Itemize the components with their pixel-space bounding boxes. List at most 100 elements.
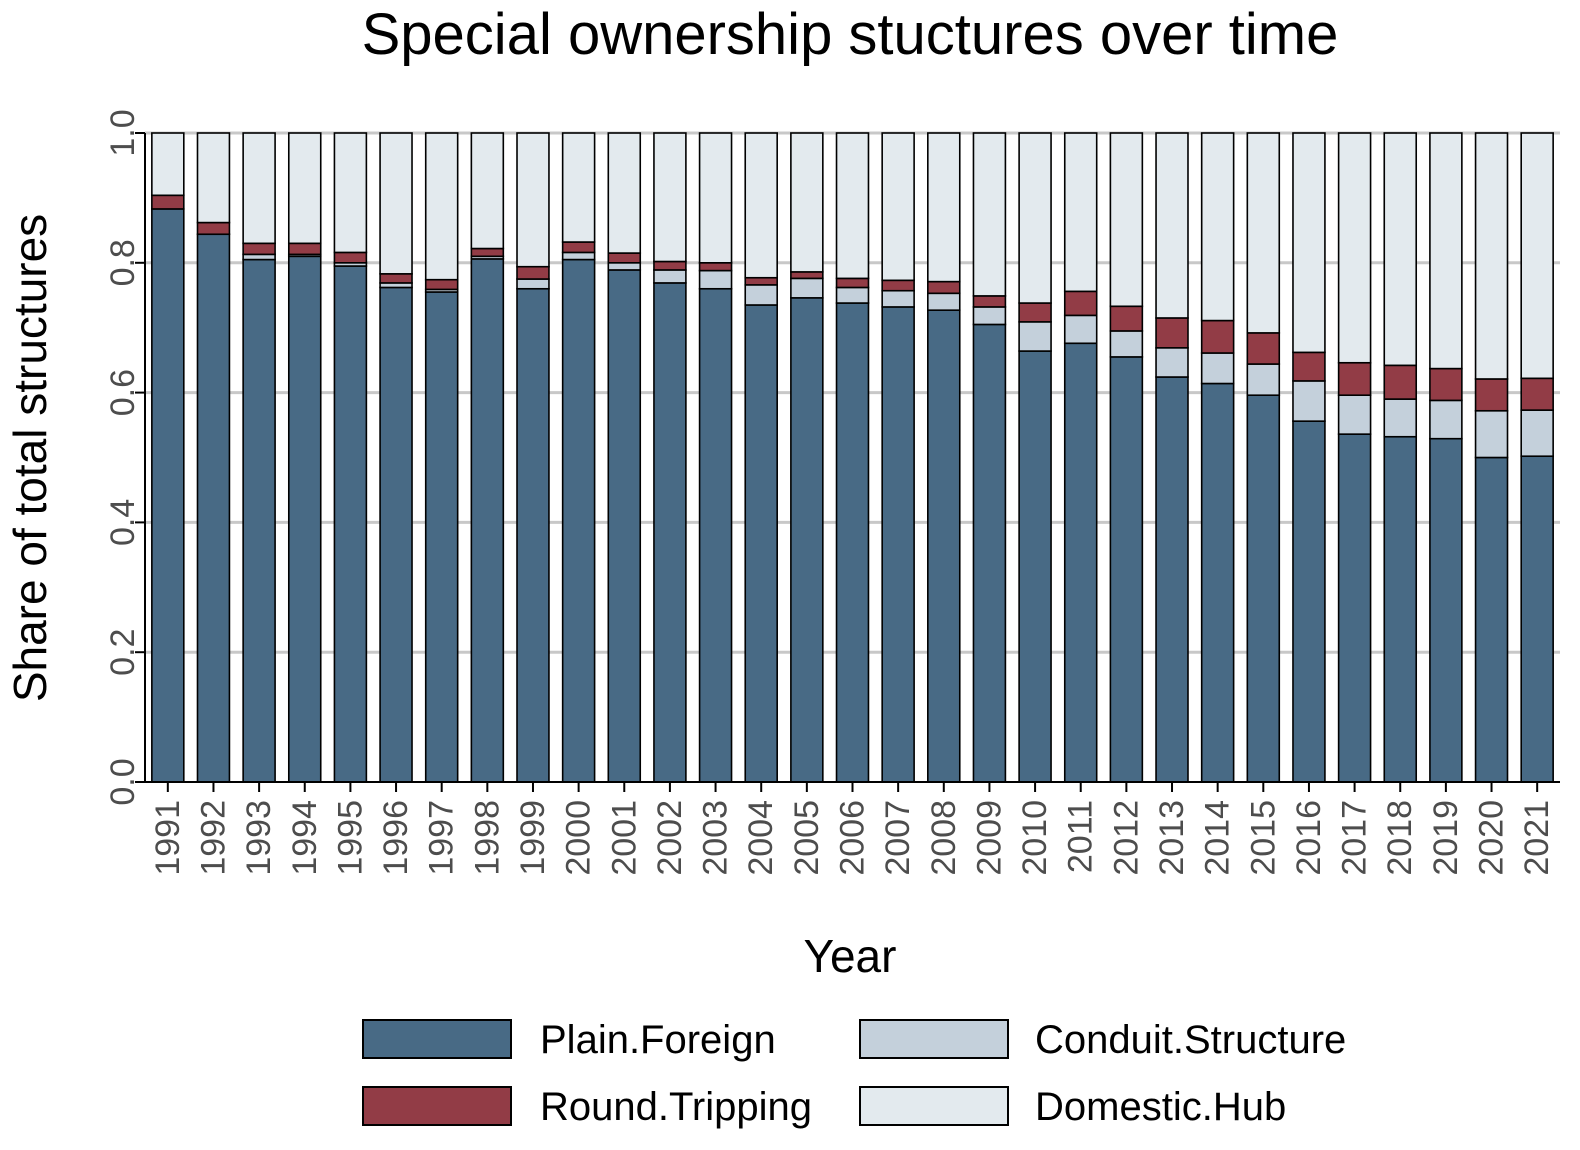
bar-segment-conduit-structure (1337, 394, 1372, 435)
y-tick-label: 1.0 (104, 109, 142, 156)
bar-segment-conduit-structure (1155, 347, 1189, 378)
bar-segment-conduit-structure (927, 292, 961, 311)
bar-segment-domestic-hub (1474, 132, 1509, 380)
x-tick-label: 2018 (1381, 800, 1419, 876)
bar-segment-round-tripping (470, 247, 505, 258)
bar-segment-domestic-hub (744, 132, 778, 279)
x-tick-label: 2021 (1518, 800, 1556, 876)
y-tick-labels: 0.0 0.2 0.4 0.6 0.8 1.0 (104, 109, 142, 805)
bar-segment-round-tripping (1155, 317, 1189, 349)
legend-item: Conduit.Structure (859, 1018, 1346, 1062)
bar-segment-round-tripping (698, 261, 733, 272)
x-tick-label: 2010 (1016, 800, 1054, 876)
bar-segment-plain-foreign (1246, 394, 1281, 783)
bar-segment-conduit-structure (607, 261, 642, 271)
legend-item: Plain.Foreign (362, 1018, 776, 1062)
bar-segment-plain-foreign (790, 297, 824, 783)
bar-segment-plain-foreign (287, 255, 322, 783)
bar-segment-round-tripping (1200, 319, 1235, 354)
bar-segment-round-tripping (1109, 305, 1144, 332)
bar-segment-domestic-hub (1520, 132, 1554, 380)
legend-label: Round.Tripping (540, 1085, 812, 1129)
bar-segment-domestic-hub (1246, 132, 1281, 334)
x-tick-label: 1999 (514, 800, 552, 876)
bar-segment-conduit-structure (1520, 409, 1554, 458)
x-tick-label: 1994 (286, 800, 324, 876)
bar-segment-round-tripping (744, 276, 778, 286)
bar-segment-plain-foreign (1109, 356, 1144, 783)
bar-segment-round-tripping (242, 242, 276, 256)
bar-segment-domestic-hub (379, 132, 413, 275)
legend: Plain.Foreign Conduit.Structure Round.Trip… (362, 1018, 1346, 1129)
bar-segment-domestic-hub (972, 132, 1007, 297)
x-tick-label: 2006 (834, 800, 872, 876)
bar-segment-plain-foreign (1018, 350, 1052, 783)
x-tick-label: 2011 (1062, 800, 1100, 873)
bar-segment-round-tripping (927, 280, 961, 295)
bar-segment-round-tripping (1429, 367, 1463, 402)
bar-segment-domestic-hub (424, 132, 459, 281)
bar-segment-plain-foreign (196, 233, 231, 783)
bar-segment-plain-foreign (1474, 456, 1509, 783)
bar-segment-round-tripping (287, 242, 322, 256)
bar-segment-plain-foreign (972, 323, 1007, 783)
bar-segment-domestic-hub (790, 132, 824, 273)
bar-segment-domestic-hub (1109, 132, 1144, 308)
bar-segment-plain-foreign (607, 269, 642, 783)
bar-segment-plain-foreign (1292, 420, 1326, 783)
bar-segment-round-tripping (881, 279, 915, 292)
x-tick-label: 2005 (788, 800, 826, 876)
bar-segment-domestic-hub (516, 132, 550, 268)
x-tick-labels: 1991 1992 1993 1994 1995 1996 1997 1998 1999 2000… (149, 800, 1556, 876)
x-axis-title: Year (804, 930, 897, 982)
bar-segment-plain-foreign (1063, 342, 1098, 783)
x-tick-label: 1995 (331, 800, 369, 876)
bar-segment-plain-foreign (470, 258, 505, 783)
x-tick-label: 2015 (1244, 800, 1282, 876)
bar-segment-conduit-structure (1292, 380, 1326, 422)
bar-segment-plain-foreign (1520, 455, 1554, 783)
bar-segment-conduit-structure (516, 278, 550, 290)
bar-segment-plain-foreign (835, 302, 870, 783)
bar-segment-domestic-hub (196, 132, 231, 224)
bar-segment-round-tripping (607, 252, 642, 264)
legend-label: Domestic.Hub (1035, 1085, 1286, 1129)
bar-segment-plain-foreign (881, 306, 915, 783)
bar-segment-conduit-structure (790, 277, 824, 299)
bar-segment-domestic-hub (470, 132, 505, 250)
bar-segment-plain-foreign (1383, 435, 1418, 783)
x-tick-label: 2007 (879, 800, 917, 876)
bar-segment-conduit-structure (1109, 330, 1144, 358)
bar-segment-domestic-hub (333, 132, 368, 254)
bar-segment-round-tripping (790, 271, 824, 280)
bar-segment-conduit-structure (653, 269, 687, 284)
bar-segment-domestic-hub (287, 132, 322, 245)
x-tick-label: 2014 (1199, 800, 1237, 876)
y-axis-title: Share of total structures (4, 214, 56, 702)
legend-label: Plain.Foreign (540, 1018, 776, 1062)
bar-segment-round-tripping (1246, 332, 1281, 365)
bar-segment-domestic-hub (1429, 132, 1463, 370)
x-tick-label: 2016 (1290, 800, 1328, 876)
bar-segment-conduit-structure (881, 289, 915, 308)
bar-segment-domestic-hub (607, 132, 642, 254)
bar-segment-round-tripping (1018, 302, 1052, 323)
y-tick-label: 0.2 (104, 629, 142, 676)
bar-segment-conduit-structure (1200, 352, 1235, 385)
bar-segment-conduit-structure (972, 306, 1007, 326)
bar-segment-round-tripping (653, 260, 687, 271)
bar-segment-plain-foreign (561, 258, 596, 783)
bar-segment-domestic-hub (242, 132, 276, 245)
legend-item: Round.Tripping (362, 1085, 812, 1129)
x-tick-label: 1996 (377, 800, 415, 876)
bar-segment-plain-foreign (744, 304, 778, 783)
bar-segment-round-tripping (1383, 364, 1418, 400)
bar-segment-domestic-hub (1292, 132, 1326, 354)
bar-segment-domestic-hub (151, 132, 185, 197)
bar-segment-plain-foreign (1337, 433, 1372, 783)
x-tick-label: 1992 (194, 800, 232, 876)
bar-segment-plain-foreign (698, 287, 733, 783)
bar-segment-round-tripping (1337, 361, 1372, 396)
bar-segment-conduit-structure (1383, 398, 1418, 438)
bar-segment-domestic-hub (1063, 132, 1098, 293)
